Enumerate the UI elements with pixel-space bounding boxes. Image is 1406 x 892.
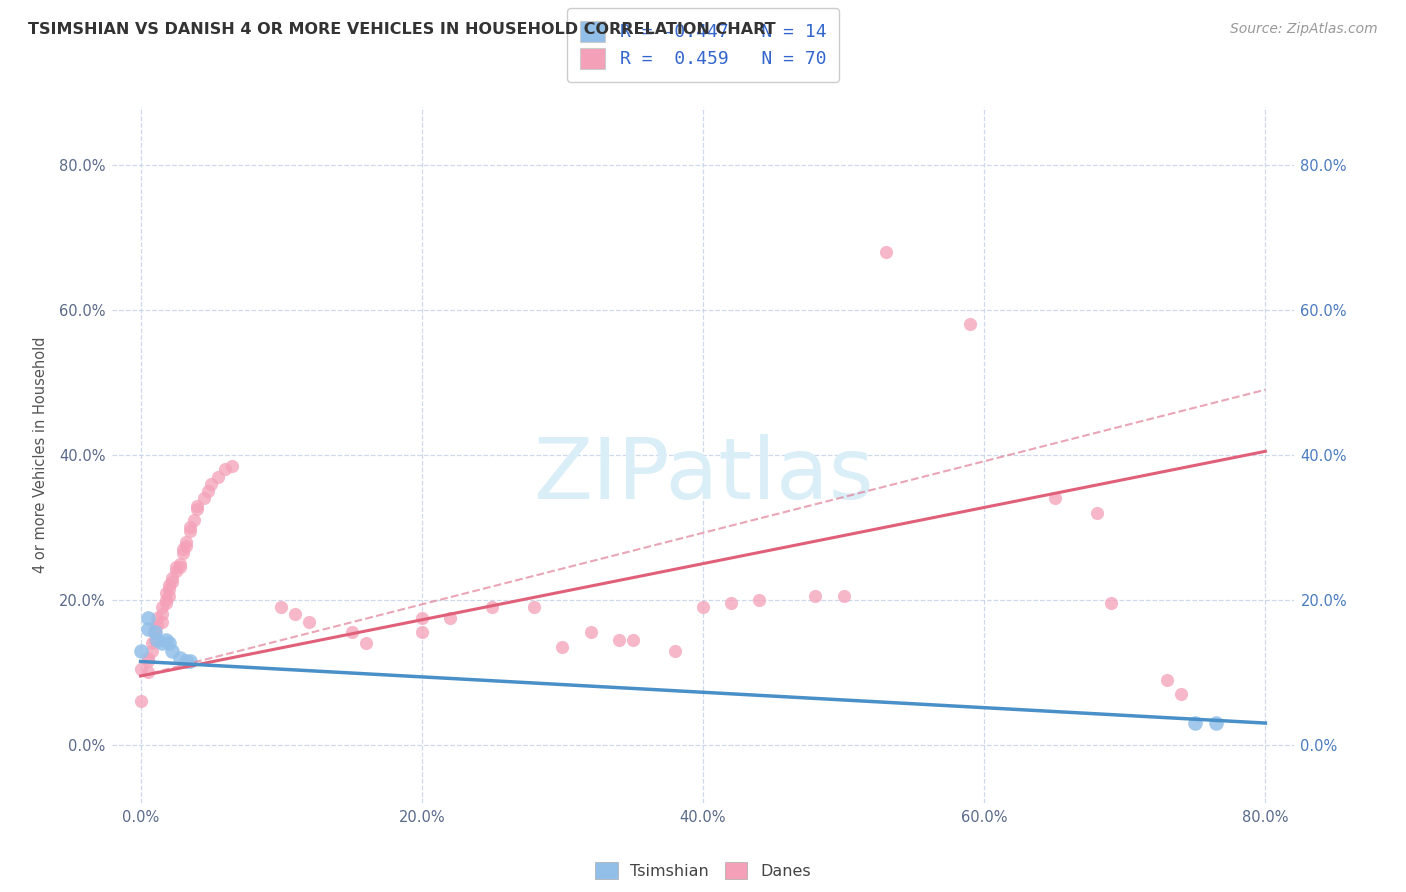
Text: Source: ZipAtlas.com: Source: ZipAtlas.com bbox=[1230, 22, 1378, 37]
Point bbox=[150, 600, 173, 615]
Point bbox=[179, 524, 201, 538]
Point bbox=[143, 625, 166, 640]
Point bbox=[832, 589, 855, 603]
Legend: Tsimshian, Danes: Tsimshian, Danes bbox=[589, 856, 817, 885]
Point bbox=[183, 513, 205, 527]
Point bbox=[174, 534, 197, 549]
Point bbox=[720, 597, 742, 611]
Point bbox=[804, 589, 827, 603]
Point bbox=[146, 632, 169, 647]
Point bbox=[129, 694, 152, 708]
Point bbox=[136, 665, 159, 680]
Point bbox=[1156, 673, 1178, 687]
Point bbox=[155, 632, 177, 647]
Point bbox=[270, 600, 292, 615]
Point bbox=[136, 651, 159, 665]
Text: ZIPatlas: ZIPatlas bbox=[533, 434, 873, 517]
Point bbox=[160, 574, 183, 589]
Point bbox=[169, 557, 191, 571]
Point bbox=[179, 655, 201, 669]
Point bbox=[129, 643, 152, 657]
Point bbox=[155, 585, 177, 599]
Point bbox=[146, 611, 169, 625]
Point bbox=[875, 244, 897, 259]
Point bbox=[551, 640, 574, 654]
Point bbox=[439, 611, 461, 625]
Point bbox=[664, 643, 686, 657]
Y-axis label: 4 or more Vehicles in Household: 4 or more Vehicles in Household bbox=[32, 336, 48, 574]
Point bbox=[150, 607, 173, 622]
Point bbox=[179, 520, 201, 534]
Point bbox=[207, 469, 229, 483]
Point bbox=[143, 622, 166, 636]
Point bbox=[221, 458, 243, 473]
Point bbox=[169, 560, 191, 574]
Point bbox=[186, 502, 208, 516]
Point bbox=[411, 625, 433, 640]
Point bbox=[1099, 597, 1122, 611]
Point bbox=[146, 618, 169, 632]
Point bbox=[160, 571, 183, 585]
Point bbox=[143, 625, 166, 640]
Point bbox=[165, 564, 187, 578]
Point bbox=[186, 499, 208, 513]
Point bbox=[157, 589, 180, 603]
Point bbox=[172, 546, 194, 560]
Point bbox=[197, 484, 219, 499]
Point bbox=[157, 582, 180, 596]
Point bbox=[169, 651, 191, 665]
Point bbox=[1205, 716, 1227, 731]
Point bbox=[157, 578, 180, 592]
Point bbox=[143, 632, 166, 647]
Point bbox=[1043, 491, 1066, 506]
Point bbox=[141, 643, 163, 657]
Point bbox=[157, 636, 180, 650]
Point bbox=[692, 600, 714, 615]
Point bbox=[150, 636, 173, 650]
Point bbox=[155, 597, 177, 611]
Point bbox=[621, 632, 644, 647]
Point bbox=[150, 615, 173, 629]
Text: TSIMSHIAN VS DANISH 4 OR MORE VEHICLES IN HOUSEHOLD CORRELATION CHART: TSIMSHIAN VS DANISH 4 OR MORE VEHICLES I… bbox=[28, 22, 776, 37]
Point bbox=[1085, 506, 1108, 520]
Point bbox=[141, 636, 163, 650]
Point bbox=[523, 600, 546, 615]
Point bbox=[607, 632, 630, 647]
Point bbox=[172, 542, 194, 557]
Point bbox=[214, 462, 236, 476]
Point bbox=[579, 625, 602, 640]
Point bbox=[136, 622, 159, 636]
Point bbox=[411, 611, 433, 625]
Point bbox=[155, 592, 177, 607]
Point bbox=[160, 643, 183, 657]
Point bbox=[298, 615, 321, 629]
Point bbox=[174, 655, 197, 669]
Point bbox=[284, 607, 307, 622]
Point bbox=[165, 560, 187, 574]
Point bbox=[136, 611, 159, 625]
Point bbox=[959, 318, 981, 332]
Point bbox=[1184, 716, 1206, 731]
Point bbox=[174, 539, 197, 553]
Point bbox=[1170, 687, 1192, 701]
Point bbox=[200, 476, 222, 491]
Point bbox=[354, 636, 377, 650]
Point bbox=[136, 655, 159, 669]
Point bbox=[748, 592, 770, 607]
Point bbox=[481, 600, 503, 615]
Point bbox=[340, 625, 363, 640]
Point bbox=[129, 662, 152, 676]
Point bbox=[193, 491, 215, 506]
